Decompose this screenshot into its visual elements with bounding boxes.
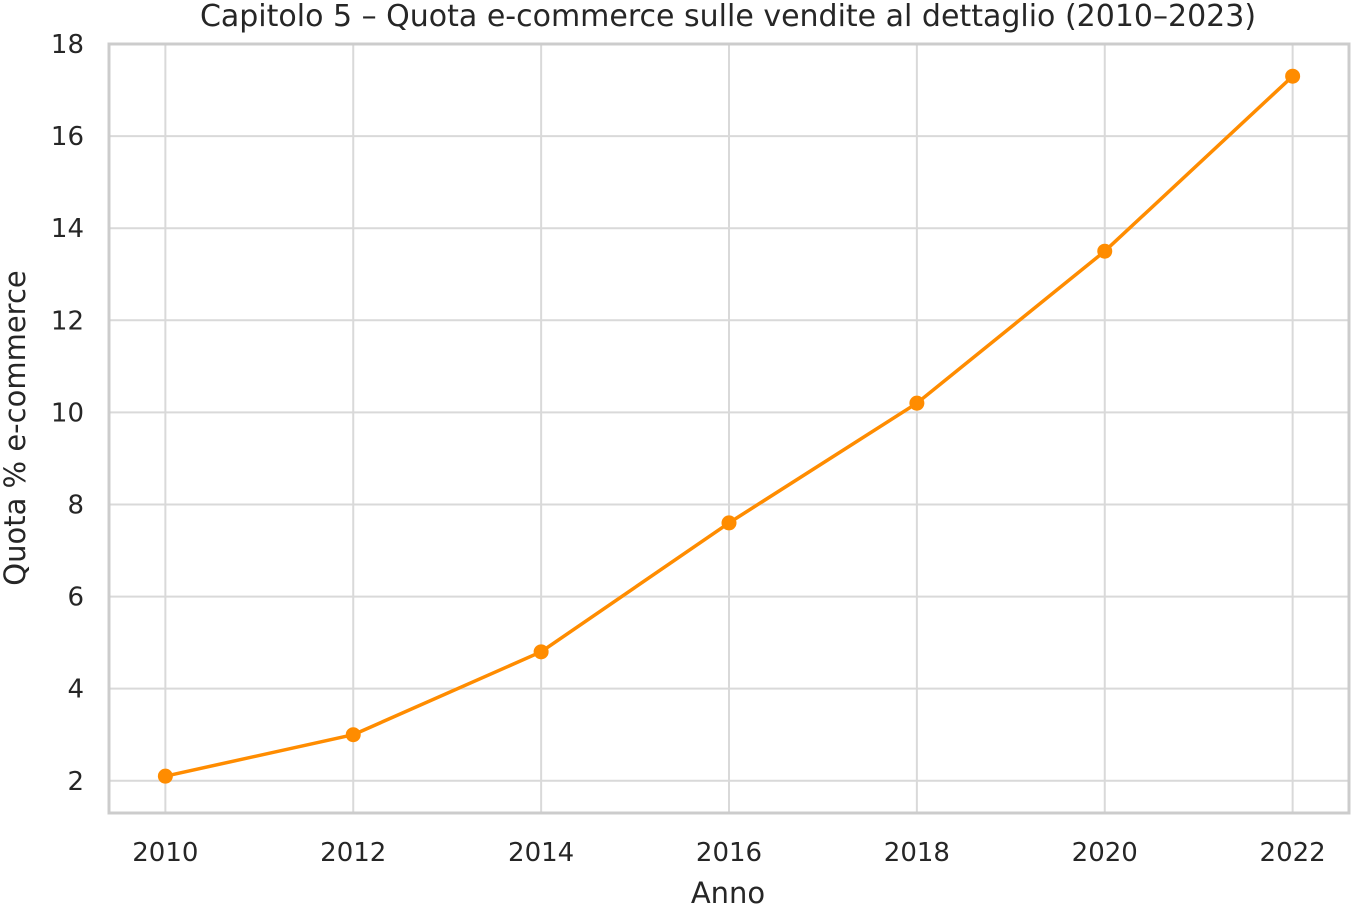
y-tick-label: 2	[67, 767, 84, 797]
y-tick-label: 10	[51, 398, 84, 428]
y-tick-label: 14	[51, 214, 84, 244]
y-tick-label: 18	[51, 30, 84, 60]
x-tick-label: 2018	[884, 838, 950, 868]
x-tick-label: 2022	[1260, 838, 1326, 868]
y-tick-label: 6	[67, 583, 84, 613]
data-point-2012	[345, 727, 361, 743]
y-tick-label: 4	[67, 675, 84, 705]
y-axis-label: Quota % e-commerce	[0, 270, 32, 586]
x-tick-label: 2016	[696, 838, 762, 868]
data-point-2014	[533, 644, 549, 660]
data-point-2018	[909, 395, 925, 411]
y-tick-label: 12	[51, 306, 84, 336]
data-point-2016	[721, 515, 737, 531]
x-tick-label: 2012	[320, 838, 386, 868]
x-tick-label: 2020	[1072, 838, 1138, 868]
data-point-2020	[1097, 243, 1113, 259]
y-tick-label: 8	[67, 490, 84, 520]
x-tick-label: 2010	[132, 838, 198, 868]
data-point-2010	[157, 768, 173, 784]
series-group	[157, 68, 1301, 784]
grid	[109, 43, 1349, 813]
x-axis-label: Anno	[691, 876, 765, 905]
chart-title: Capitolo 5 – Quota e-commerce sulle vend…	[200, 0, 1256, 34]
x-tick-label: 2014	[508, 838, 574, 868]
y-tick-label: 16	[51, 122, 84, 152]
y-tick-labels: 2 4 6 8 10 12 14 16 18	[51, 30, 84, 797]
plot-frame	[107, 42, 1351, 815]
x-tick-labels: 2010 2012 2014 2016 2018 2020 2022	[132, 838, 1325, 868]
data-point-2022	[1285, 68, 1301, 84]
